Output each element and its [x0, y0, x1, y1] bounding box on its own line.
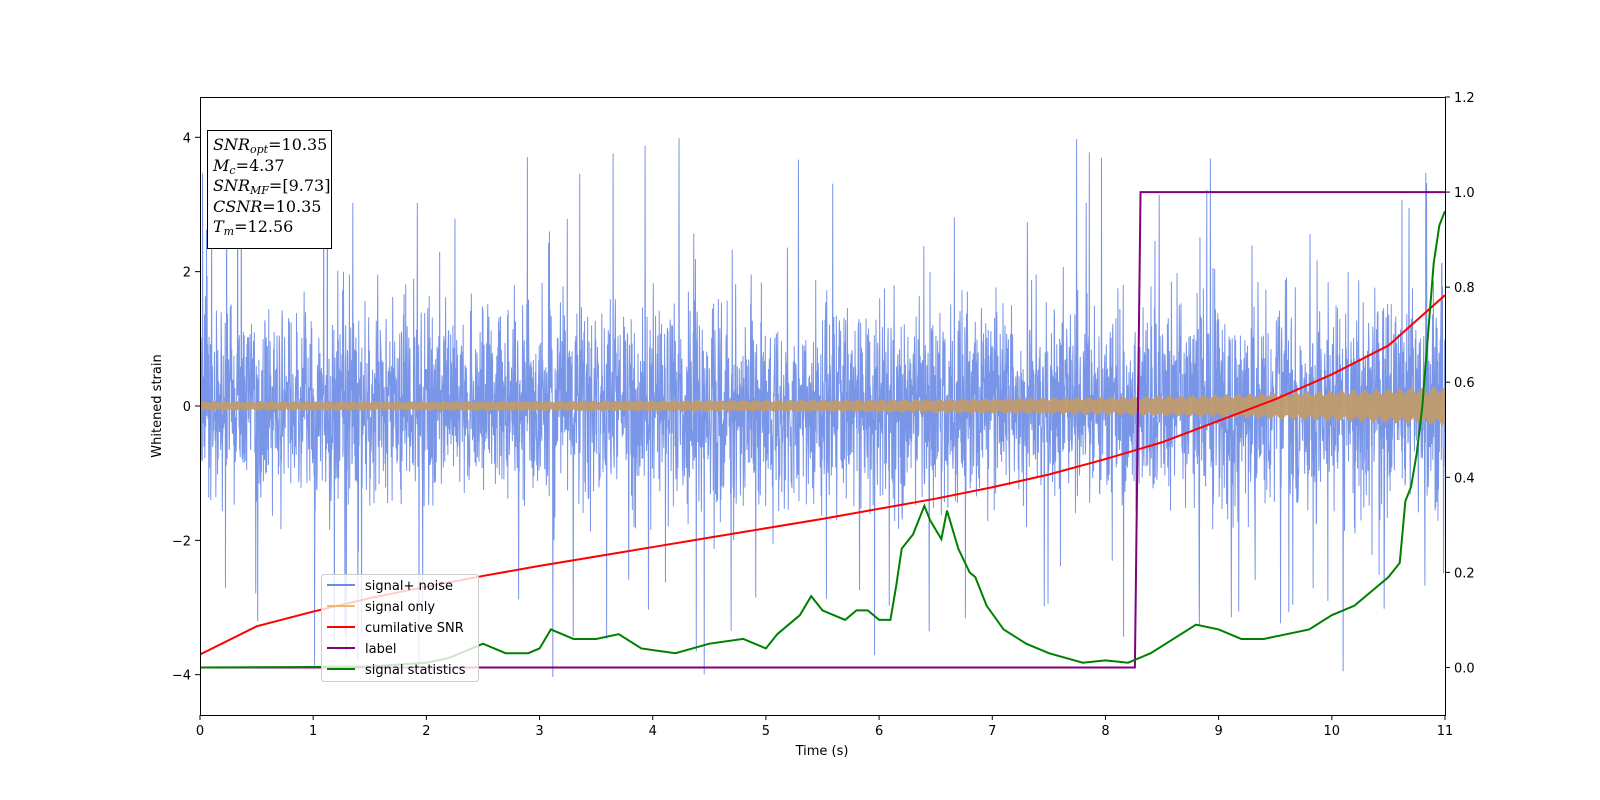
x-axis-title: Time (s): [795, 744, 849, 759]
x-tick-label: 11: [1437, 724, 1454, 739]
stat-mc-symbol: M: [213, 155, 230, 175]
legend: signal+ noise signal only cumilative SNR…: [321, 574, 479, 682]
stat-snr-opt-symbol: SNR: [213, 135, 251, 154]
signal-statistics-series: [200, 210, 1445, 669]
stats-annotation-box: SNRopt=10.35 Mc=4.37 SNRMF=[9.73] CSNR=1…: [207, 130, 332, 249]
stat-snr-opt-subscript: opt: [250, 143, 269, 156]
y-axis-title: Whitened strain: [150, 354, 165, 457]
stat-tm: Tm=12.56: [213, 217, 331, 238]
y-left-tick-label: 0: [183, 400, 191, 415]
x-tick-label: 1: [309, 724, 317, 739]
y-right-tick-label: 0.8: [1454, 281, 1475, 296]
legend-box: [321, 574, 479, 682]
y-left-tick-label: 4: [183, 131, 191, 146]
stat-tm-subscript: m: [223, 225, 235, 238]
stat-tm-symbol: T: [213, 217, 224, 236]
plot-frame: [200, 97, 1446, 716]
stat-mc-subscript: c: [229, 163, 236, 177]
y-axis-right: 1.2 1.0 0.8 0.6 0.4 0.2 0.0: [1445, 91, 1475, 676]
x-tick-label: 2: [422, 724, 430, 739]
legend-label-signal-noise: signal+ noise: [365, 579, 453, 594]
x-tick-label: 10: [1324, 724, 1341, 739]
stat-csnr: CSNR=10.35: [213, 197, 331, 218]
x-tick-label: 3: [535, 724, 543, 739]
y-left-tick-label: −4: [172, 669, 191, 684]
y-axis-left: 4 2 0 −2 −4: [172, 131, 200, 684]
x-tick-label: 9: [1214, 724, 1222, 739]
stat-snr-mf: SNRMF=[9.73]: [213, 176, 331, 197]
stat-snr-mf-symbol: SNR: [213, 176, 251, 195]
y-right-tick-label: 0.0: [1454, 661, 1475, 676]
signal-noise-series: [200, 138, 1445, 678]
x-tick-label: 5: [762, 724, 770, 739]
stat-csnr-symbol: CSNR: [213, 196, 263, 216]
legend-label-label: label: [365, 642, 396, 657]
stat-tm-value: =12.56: [234, 217, 294, 236]
signal-only-series: [200, 385, 1445, 426]
signal-noise-trace: [200, 138, 1445, 678]
y-right-tick-label: 1.0: [1454, 186, 1475, 201]
y-left-tick-label: 2: [183, 266, 191, 281]
x-tick-label: 7: [988, 724, 996, 739]
legend-label-signal-statistics: signal statistics: [365, 663, 466, 678]
y-right-tick-label: 0.4: [1454, 471, 1475, 486]
stat-snr-opt: SNRopt=10.35: [213, 135, 331, 156]
x-axis: 0 1 2 3 4 5 6 7 8 9 10 11: [196, 715, 1453, 739]
legend-label-signal-only: signal only: [365, 600, 435, 615]
y-right-tick-label: 0.2: [1454, 566, 1475, 581]
y-right-tick-label: 1.2: [1454, 91, 1475, 106]
stat-csnr-value: =10.35: [262, 196, 322, 216]
stat-snr-mf-value: =[9.73]: [268, 176, 331, 195]
x-tick-label: 4: [649, 724, 657, 739]
x-tick-label: 0: [196, 724, 204, 739]
label-series: [200, 191, 1445, 669]
stat-snr-opt-value: =10.35: [268, 135, 328, 154]
y-right-tick-label: 0.6: [1454, 376, 1475, 391]
stat-mc: Mc=4.37: [213, 156, 331, 177]
legend-label-cumulative-snr: cumilative SNR: [365, 621, 464, 636]
x-tick-label: 6: [875, 724, 883, 739]
x-tick-label: 8: [1101, 724, 1109, 739]
y-left-tick-label: −2: [172, 534, 191, 549]
stat-mc-value: =4.37: [235, 155, 285, 175]
stat-snr-mf-subscript: MF: [250, 184, 269, 197]
